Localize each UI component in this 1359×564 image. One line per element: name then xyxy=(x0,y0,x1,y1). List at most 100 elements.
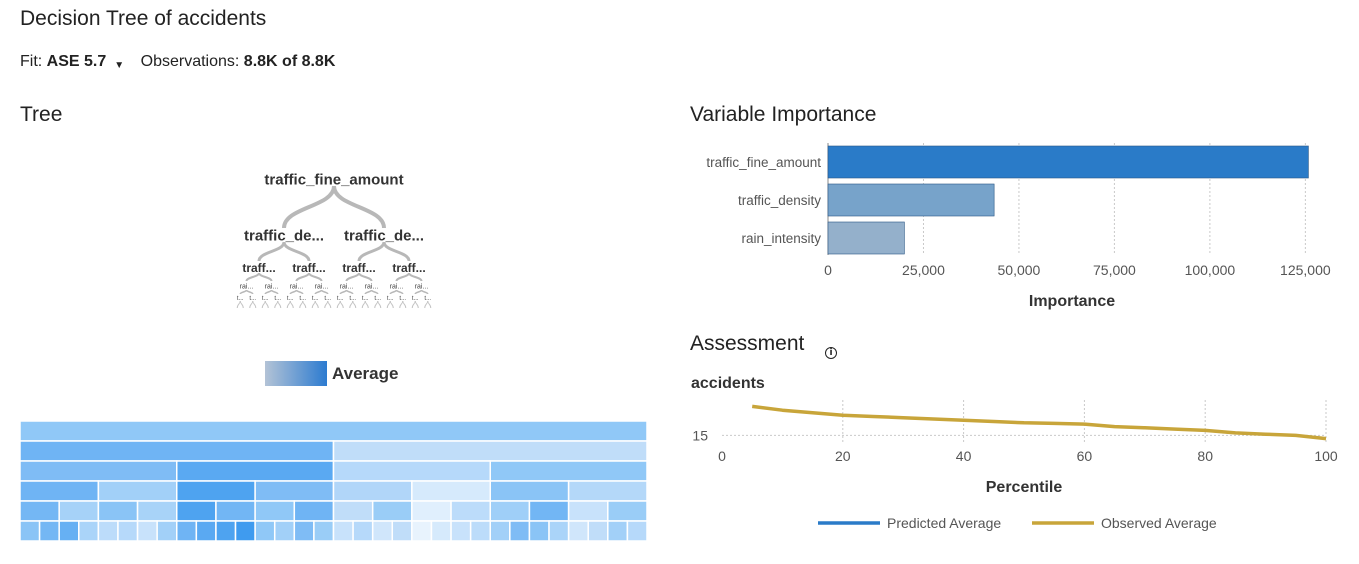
tree-node-label-l4-9[interactable]: t... xyxy=(349,296,356,302)
caret-down-icon[interactable]: ▼ xyxy=(114,60,125,71)
tree-node-label-l4-5[interactable]: t... xyxy=(299,296,306,302)
icicle-cell-l5-31[interactable] xyxy=(626,520,648,542)
tree-node-label-l4-14[interactable]: t... xyxy=(412,296,419,302)
icicle-cell-l5-24[interactable] xyxy=(489,520,511,542)
tree-node-label-l0-0[interactable]: traffic_fine_amount xyxy=(264,171,403,188)
icicle-cell-l5-10[interactable] xyxy=(215,520,237,542)
as-legend-label-1[interactable]: Observed Average xyxy=(1101,515,1217,531)
icicle-cell-l5-30[interactable] xyxy=(607,520,629,542)
icicle-cell-l1-0[interactable] xyxy=(20,440,335,462)
tree-node-label-l4-10[interactable]: t... xyxy=(362,296,369,302)
icicle-cell-l0-0[interactable] xyxy=(20,420,648,442)
icicle-cell-l4-7[interactable] xyxy=(293,500,335,522)
tree-icicle-overview[interactable] xyxy=(20,420,650,544)
icicle-cell-l5-15[interactable] xyxy=(313,520,335,542)
tree-node-label-l4-1[interactable]: t... xyxy=(249,296,256,302)
icicle-cell-l5-16[interactable] xyxy=(332,520,354,542)
icicle-cell-l5-26[interactable] xyxy=(528,520,550,542)
icicle-cell-l2-2[interactable] xyxy=(332,460,491,482)
tree-node-label-l2-0[interactable]: traff... xyxy=(242,261,275,275)
icicle-cell-l5-27[interactable] xyxy=(548,520,570,542)
fit-value[interactable]: ASE 5.7 xyxy=(46,53,107,70)
icicle-cell-l5-25[interactable] xyxy=(509,520,531,542)
icicle-cell-l5-23[interactable] xyxy=(469,520,491,542)
tree-node-label-l3-7[interactable]: rai... xyxy=(415,283,429,290)
icicle-cell-l4-4[interactable] xyxy=(176,500,217,522)
tree-node-label-l3-4[interactable]: rai... xyxy=(340,283,354,290)
tree-node-label-l4-0[interactable]: t... xyxy=(237,296,244,302)
icicle-cell-l4-8[interactable] xyxy=(332,500,374,522)
icicle-cell-l4-2[interactable] xyxy=(97,500,139,522)
tree-node-label-l3-3[interactable]: rai... xyxy=(315,283,329,290)
tree-node-label-l3-0[interactable]: rai... xyxy=(240,283,254,290)
icicle-cell-l3-4[interactable] xyxy=(332,480,413,502)
tree-node-label-l4-12[interactable]: t... xyxy=(387,296,394,302)
icicle-cell-l5-9[interactable] xyxy=(195,520,217,542)
icicle-cell-l5-19[interactable] xyxy=(391,520,413,542)
icicle-cell-l3-3[interactable] xyxy=(254,480,335,502)
icicle-cell-l3-5[interactable] xyxy=(411,480,491,502)
icicle-cell-l5-4[interactable] xyxy=(97,520,119,542)
assessment-chart[interactable]: 15 0 20 40 60 80 100 Percentile Predicted Averag… xyxy=(680,395,1355,540)
icicle-cell-l5-1[interactable] xyxy=(38,520,60,542)
tree-node-label-l2-2[interactable]: traff... xyxy=(342,261,375,275)
icicle-cell-l2-0[interactable] xyxy=(20,460,178,482)
icicle-cell-l2-1[interactable] xyxy=(176,460,335,482)
icicle-cell-l5-0[interactable] xyxy=(20,520,41,542)
icicle-cell-l5-11[interactable] xyxy=(234,520,256,542)
icicle-cell-l3-0[interactable] xyxy=(20,480,100,502)
icicle-cell-l3-1[interactable] xyxy=(97,480,178,502)
icicle-cell-l4-1[interactable] xyxy=(58,500,100,522)
icicle-cell-l5-12[interactable] xyxy=(254,520,276,542)
icicle-cell-l4-12[interactable] xyxy=(489,500,531,522)
tree-node-label-l4-15[interactable]: t... xyxy=(424,296,431,302)
tree-node-label-l4-11[interactable]: t... xyxy=(374,296,381,302)
vi-bar-2[interactable] xyxy=(827,221,905,255)
icicle-cell-l5-22[interactable] xyxy=(450,520,472,542)
icicle-cell-l4-14[interactable] xyxy=(567,500,609,522)
tree-node-label-l4-3[interactable]: t... xyxy=(274,296,281,302)
icicle-cell-l2-3[interactable] xyxy=(489,460,648,482)
icicle-cell-l5-7[interactable] xyxy=(156,520,178,542)
tree-node-label-l1-0[interactable]: traffic_de... xyxy=(244,227,324,244)
icicle-cell-l5-2[interactable] xyxy=(58,520,80,542)
tree-node-label-l3-1[interactable]: rai... xyxy=(265,283,279,290)
icicle-cell-l4-15[interactable] xyxy=(607,500,648,522)
icicle-cell-l3-2[interactable] xyxy=(176,480,256,502)
tree-node-label-l3-6[interactable]: rai... xyxy=(390,283,404,290)
icicle-cell-l4-5[interactable] xyxy=(215,500,256,522)
decision-tree[interactable]: traffic_fine_amount traffic_de... traffic_… xyxy=(0,140,670,320)
icicle-cell-l4-6[interactable] xyxy=(254,500,296,522)
tree-node-label-l2-3[interactable]: traff... xyxy=(392,261,425,275)
icicle-cell-l5-21[interactable] xyxy=(430,520,452,542)
tree-node-label-l4-2[interactable]: t... xyxy=(262,296,269,302)
tree-node-label-l4-13[interactable]: t... xyxy=(399,296,406,302)
tree-node-label-l2-1[interactable]: traff... xyxy=(292,261,325,275)
as-series-line-1[interactable] xyxy=(751,404,1327,441)
vi-bar-0[interactable] xyxy=(827,145,1309,179)
tree-node-label-l3-2[interactable]: rai... xyxy=(290,283,304,290)
icicle-cell-l3-6[interactable] xyxy=(489,480,570,502)
icicle-cell-l4-11[interactable] xyxy=(450,500,491,522)
vi-bar-1[interactable] xyxy=(827,183,995,217)
icicle-cell-l4-3[interactable] xyxy=(136,500,178,522)
tree-node-label-l4-8[interactable]: t... xyxy=(337,296,344,302)
icicle-cell-l5-13[interactable] xyxy=(273,520,296,542)
icicle-cell-l4-10[interactable] xyxy=(411,500,452,522)
icicle-cell-l5-17[interactable] xyxy=(352,520,374,542)
tree-node-label-l4-4[interactable]: t... xyxy=(287,296,294,302)
tree-node-label-l3-5[interactable]: rai... xyxy=(365,283,379,290)
icicle-cell-l4-13[interactable] xyxy=(528,500,570,522)
tree-node-label-l4-7[interactable]: t... xyxy=(324,296,331,302)
as-legend-label-0[interactable]: Predicted Average xyxy=(887,515,1001,531)
icicle-cell-l5-3[interactable] xyxy=(78,520,100,542)
tree-node-label-l4-6[interactable]: t... xyxy=(312,296,319,302)
icicle-cell-l5-28[interactable] xyxy=(567,520,589,542)
icicle-cell-l5-14[interactable] xyxy=(293,520,315,542)
icicle-cell-l1-1[interactable] xyxy=(332,440,648,462)
icicle-cell-l5-29[interactable] xyxy=(587,520,609,542)
icicle-cell-l5-8[interactable] xyxy=(176,520,198,542)
icicle-cell-l5-6[interactable] xyxy=(136,520,158,542)
variable-importance-chart[interactable]: traffic_fine_amount traffic_density rain_i… xyxy=(680,135,1355,320)
icicle-cell-l4-9[interactable] xyxy=(371,500,413,522)
